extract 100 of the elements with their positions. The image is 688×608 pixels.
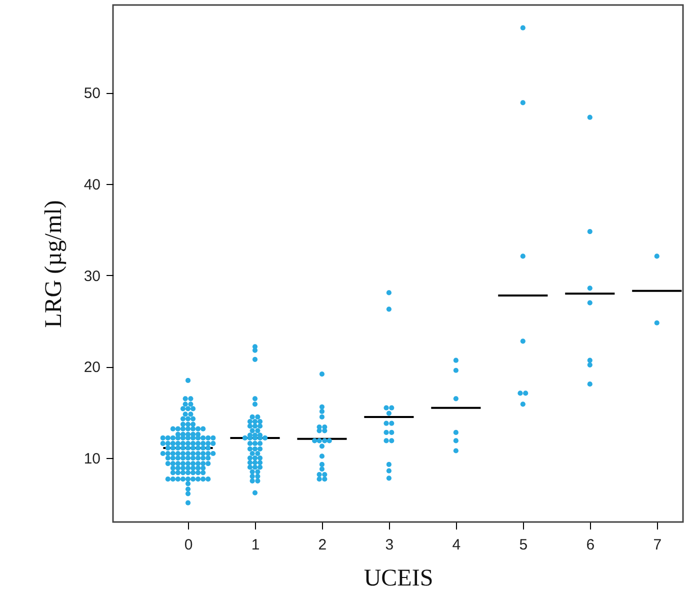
point bbox=[520, 254, 526, 259]
point bbox=[319, 414, 325, 420]
point bbox=[252, 446, 258, 452]
x-tick-label: 3 bbox=[385, 536, 394, 554]
point bbox=[250, 469, 255, 474]
point bbox=[316, 428, 322, 434]
x-tick-label: 7 bbox=[653, 536, 662, 554]
point bbox=[654, 254, 660, 259]
point bbox=[252, 464, 258, 470]
point bbox=[322, 472, 328, 478]
point bbox=[252, 424, 258, 429]
point bbox=[319, 408, 325, 414]
point bbox=[587, 358, 592, 363]
point bbox=[319, 404, 325, 410]
point bbox=[520, 100, 526, 106]
point bbox=[319, 454, 325, 459]
point bbox=[257, 440, 263, 446]
point bbox=[523, 390, 528, 396]
point bbox=[587, 114, 592, 120]
point bbox=[262, 435, 268, 441]
point bbox=[247, 456, 253, 461]
point bbox=[384, 420, 389, 426]
point bbox=[252, 460, 258, 466]
point bbox=[242, 435, 248, 441]
point bbox=[250, 478, 255, 484]
point bbox=[384, 430, 389, 436]
point bbox=[587, 228, 592, 234]
point bbox=[587, 300, 592, 306]
point bbox=[255, 428, 260, 434]
point bbox=[389, 405, 394, 410]
point bbox=[326, 438, 332, 444]
y-tick-label: 10 bbox=[84, 450, 100, 468]
point bbox=[389, 420, 394, 426]
point bbox=[386, 290, 392, 296]
x-tick-label: 1 bbox=[251, 536, 260, 554]
point bbox=[252, 418, 258, 424]
x-tick-label: 2 bbox=[318, 536, 327, 554]
point bbox=[389, 438, 394, 444]
point bbox=[250, 428, 255, 434]
x-tick-label: 6 bbox=[586, 536, 595, 554]
point bbox=[319, 371, 325, 377]
point bbox=[587, 382, 592, 387]
point bbox=[255, 478, 260, 484]
point bbox=[389, 430, 394, 436]
point bbox=[252, 402, 258, 407]
point bbox=[257, 418, 263, 424]
point bbox=[252, 356, 258, 362]
y-axis-title: LRG (µg/ml) bbox=[40, 200, 67, 328]
point bbox=[453, 358, 458, 363]
point bbox=[255, 450, 260, 456]
point bbox=[257, 424, 263, 429]
point bbox=[319, 462, 325, 467]
point bbox=[252, 440, 258, 446]
point bbox=[654, 320, 660, 326]
point bbox=[386, 462, 392, 467]
point bbox=[520, 338, 526, 344]
point bbox=[257, 456, 263, 461]
point bbox=[316, 476, 322, 482]
x-tick-label: 4 bbox=[452, 536, 461, 554]
point bbox=[518, 390, 523, 396]
point bbox=[386, 410, 392, 416]
point bbox=[319, 466, 325, 472]
point bbox=[386, 306, 392, 312]
point bbox=[247, 440, 253, 446]
point bbox=[247, 460, 253, 466]
point bbox=[520, 402, 526, 407]
point bbox=[250, 450, 255, 456]
point bbox=[252, 456, 258, 461]
point bbox=[257, 446, 263, 452]
point bbox=[520, 25, 526, 30]
point bbox=[453, 448, 458, 454]
x-tick-label: 5 bbox=[519, 536, 528, 554]
y-tick-label: 30 bbox=[84, 268, 100, 285]
x-tick-label: 0 bbox=[184, 536, 193, 554]
point bbox=[312, 438, 318, 444]
point bbox=[250, 474, 255, 479]
point bbox=[316, 472, 322, 478]
point bbox=[322, 476, 328, 482]
y-tick-label: 40 bbox=[84, 176, 100, 194]
point bbox=[257, 460, 263, 466]
y-tick-label: 50 bbox=[84, 85, 100, 102]
point bbox=[322, 428, 328, 434]
y-tick-label: 20 bbox=[84, 359, 100, 376]
point bbox=[252, 490, 258, 496]
point bbox=[250, 414, 255, 420]
point bbox=[255, 469, 260, 474]
point bbox=[247, 464, 253, 470]
point bbox=[453, 430, 458, 436]
point bbox=[322, 438, 328, 444]
point bbox=[255, 414, 260, 420]
point bbox=[319, 444, 325, 449]
point bbox=[247, 418, 253, 424]
point bbox=[252, 396, 258, 402]
point bbox=[453, 396, 458, 402]
point bbox=[384, 405, 389, 410]
point bbox=[247, 424, 253, 429]
point bbox=[316, 438, 322, 444]
point bbox=[257, 464, 263, 470]
x-axis-title: UCEIS bbox=[364, 566, 434, 592]
point bbox=[386, 468, 392, 474]
